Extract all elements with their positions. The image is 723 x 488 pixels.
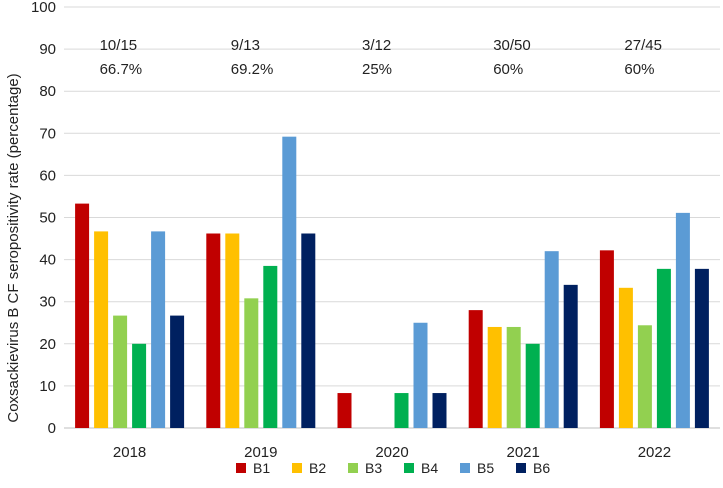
annotation-percent: 60%	[493, 61, 523, 78]
y-tick-label: 0	[48, 420, 56, 437]
legend-label: B5	[477, 460, 494, 476]
y-tick-label: 20	[39, 336, 56, 353]
y-tick-label: 90	[39, 41, 56, 58]
legend-label: B6	[533, 460, 550, 476]
bar-b4-2022	[656, 268, 671, 428]
bar-b2-2019	[225, 233, 240, 428]
y-tick-label: 30	[39, 294, 56, 311]
bar-b2-2018	[94, 231, 109, 428]
bar-b1-2021	[468, 310, 483, 428]
bar-b5-2019	[282, 136, 297, 428]
y-tick-label: 40	[39, 252, 56, 269]
legend-swatch-b4	[404, 463, 414, 473]
bar-b6-2018	[170, 315, 185, 428]
bars	[75, 136, 709, 428]
x-tick-label: 2022	[638, 444, 671, 461]
annotations: 10/15 66.7% 9/13 69.2% 3/12 25% 30/50 60% 27/45 6…	[100, 37, 662, 78]
x-tick-label: 2020	[375, 444, 408, 461]
y-tick-label: 70	[39, 125, 56, 142]
annotation-percent: 25%	[362, 61, 392, 78]
bar-b3-2019	[244, 298, 259, 428]
legend-label: B4	[421, 460, 438, 476]
legend-label: B2	[309, 460, 326, 476]
y-tick-label: 10	[39, 378, 56, 395]
bar-b6-2022	[694, 268, 709, 428]
y-tick-label: 50	[39, 210, 56, 227]
bar-b6-2021	[563, 284, 578, 428]
bar-b5-2022	[675, 212, 690, 428]
bar-b6-2019	[301, 233, 316, 428]
legend-swatch-b2	[292, 463, 302, 473]
annotation-ratio: 10/15	[100, 37, 138, 54]
legend-label: B1	[253, 460, 270, 476]
bar-b1-2020	[337, 393, 352, 428]
bar-b5-2021	[544, 251, 559, 428]
legend-swatch-b6	[516, 463, 526, 473]
x-tick-label: 2018	[113, 444, 146, 461]
legend-swatch-b1	[236, 463, 246, 473]
annotation-percent: 66.7%	[100, 61, 143, 78]
x-tick-label: 2021	[507, 444, 540, 461]
annotation-ratio: 27/45	[624, 37, 662, 54]
legend: B1 B2 B3 B4 B5 B6	[236, 460, 550, 476]
bar-b3-2022	[637, 325, 652, 428]
bar-b2-2021	[487, 326, 502, 428]
bar-b1-2022	[599, 250, 614, 428]
legend-swatch-b3	[348, 463, 358, 473]
annotation-ratio: 3/12	[362, 37, 391, 54]
legend-label: B3	[365, 460, 382, 476]
annotation-ratio: 30/50	[493, 37, 531, 54]
bar-b3-2018	[113, 315, 128, 428]
y-tick-label: 80	[39, 83, 56, 100]
bar-b1-2019	[206, 233, 221, 428]
y-axis-ticks: 0 10 20 30 40 50 60 70 80 90 100	[31, 0, 56, 437]
y-axis-label: Coxsackievirus B CF seropositivity rate …	[5, 73, 22, 422]
bar-b5-2018	[151, 231, 166, 428]
annotation-percent: 69.2%	[231, 61, 274, 78]
bar-b1-2018	[75, 203, 90, 428]
annotation-percent: 60%	[624, 61, 654, 78]
y-tick-label: 60	[39, 167, 56, 184]
bar-b4-2021	[525, 343, 540, 428]
bar-b2-2022	[618, 287, 633, 428]
bar-b5-2020	[413, 322, 428, 428]
bar-b6-2020	[432, 393, 447, 428]
y-tick-label: 100	[31, 0, 56, 16]
bar-b4-2019	[263, 265, 278, 428]
x-axis-ticks: 2018 2019 2020 2021 2022	[113, 444, 671, 461]
annotation-ratio: 9/13	[231, 37, 260, 54]
bar-b4-2018	[132, 343, 147, 428]
x-tick-label: 2019	[244, 444, 277, 461]
bar-b4-2020	[394, 393, 409, 428]
bar-b3-2021	[506, 326, 521, 428]
legend-swatch-b5	[460, 463, 470, 473]
